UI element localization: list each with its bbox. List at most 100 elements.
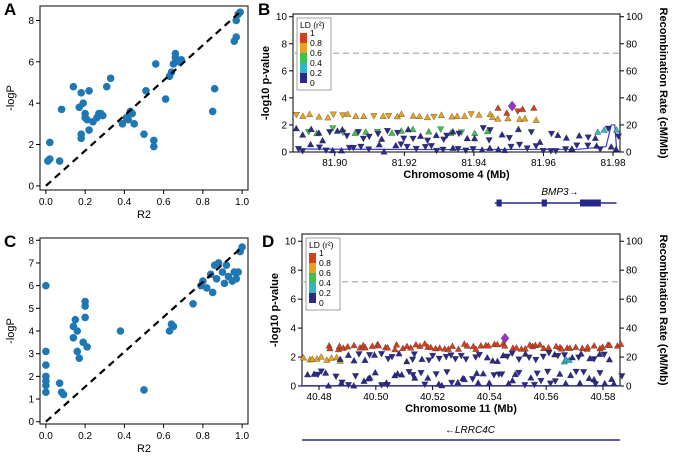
y2-axis-label: Recombination Rate (cM/Mb) — [657, 8, 669, 159]
snp-marker — [357, 143, 365, 151]
scatter-point — [220, 279, 229, 288]
snp-marker — [511, 370, 519, 378]
snp-marker — [596, 350, 604, 357]
y-tick-label: 6 — [290, 295, 296, 306]
snp-marker — [352, 112, 360, 119]
snp-marker — [439, 146, 447, 154]
snp-marker — [486, 144, 494, 151]
snp-marker — [566, 344, 574, 351]
y2-tick-label: 40 — [626, 324, 638, 335]
snp-marker — [412, 145, 420, 153]
y-tick-label: 10 — [276, 12, 288, 23]
scatter-point — [69, 334, 78, 342]
snp-marker — [544, 368, 552, 376]
snp-marker — [326, 344, 334, 352]
snp-marker — [539, 353, 547, 361]
y-tick-label: 4 — [281, 93, 287, 104]
x-tick-label: 40.58 — [590, 392, 615, 403]
snp-marker — [322, 147, 330, 154]
y-tick-label: 1 — [28, 395, 34, 406]
scatter-point — [42, 281, 50, 290]
panel-label-d: D — [262, 232, 275, 251]
scatter-point — [140, 386, 148, 394]
ld-legend-label: 1 — [310, 28, 315, 38]
snp-marker — [350, 341, 358, 349]
snp-marker — [338, 379, 346, 387]
snp-marker — [403, 357, 411, 365]
snp-marker — [469, 146, 477, 153]
ld-legend-swatch — [300, 43, 307, 53]
snp-marker — [366, 352, 374, 359]
lead-snp-marker — [507, 100, 517, 112]
snp-marker — [494, 115, 502, 122]
scatter-point — [73, 327, 82, 335]
y-tick-label: 10 — [285, 237, 297, 248]
snp-marker — [573, 142, 581, 149]
scatter-point — [77, 89, 86, 97]
snp-marker — [388, 354, 396, 361]
snp-marker — [336, 355, 344, 362]
snp-marker — [317, 353, 325, 360]
scatter-point — [116, 327, 125, 335]
x-tick-label: 0.8 — [196, 431, 210, 442]
snp-marker — [370, 351, 378, 358]
snp-marker — [359, 135, 367, 143]
snp-marker — [515, 356, 523, 363]
snp-marker — [435, 355, 443, 363]
snp-marker — [299, 353, 307, 361]
snp-marker — [350, 382, 358, 389]
snp-marker — [383, 382, 391, 389]
x-tick-label: 0.2 — [78, 197, 92, 208]
scatter-point — [140, 130, 148, 138]
snp-marker — [437, 111, 445, 118]
snp-marker — [489, 113, 497, 120]
ld-legend-label: 0.8 — [319, 258, 331, 268]
snp-marker — [361, 343, 369, 351]
scatter-point — [189, 299, 197, 308]
scatter-point — [59, 390, 68, 399]
snp-marker — [360, 112, 368, 119]
snp-marker — [547, 130, 556, 138]
scatter-point — [222, 261, 231, 270]
scatter-point — [142, 86, 150, 95]
ld-legend-label: 0.4 — [310, 58, 322, 68]
snp-marker — [378, 135, 386, 142]
snp-marker — [315, 113, 323, 120]
snp-marker — [532, 143, 540, 150]
snp-marker — [508, 376, 516, 384]
x-tick-label: 40.48 — [307, 392, 332, 403]
snp-marker — [494, 145, 502, 153]
snp-marker — [335, 342, 343, 349]
snp-marker — [319, 136, 327, 144]
snp-marker — [324, 113, 332, 121]
snp-marker — [537, 378, 545, 385]
y2-tick-label: 100 — [626, 12, 643, 23]
snp-marker — [599, 343, 607, 350]
snp-marker — [380, 148, 388, 155]
x-tick-label: 81.92 — [392, 158, 417, 169]
snp-marker — [375, 341, 383, 349]
snp-marker — [527, 129, 535, 136]
y-tick-label: 4 — [290, 324, 296, 335]
scatter-point — [83, 343, 91, 351]
scatter-point — [42, 388, 50, 397]
y-tick-label: 8 — [28, 16, 34, 27]
snp-marker — [532, 357, 540, 364]
scatter-point — [232, 275, 241, 283]
snp-marker — [584, 134, 592, 141]
snp-marker — [608, 375, 616, 382]
snp-marker — [374, 131, 382, 138]
snp-marker — [429, 352, 437, 360]
snp-marker — [349, 144, 357, 152]
scatter-point — [171, 49, 180, 58]
scatter-point — [55, 379, 64, 387]
snp-marker — [539, 148, 547, 155]
snp-marker — [424, 137, 432, 145]
snp-marker — [424, 374, 432, 381]
snp-marker — [525, 354, 533, 362]
y2-tick-label: 40 — [626, 93, 638, 104]
y-tick-label: 2 — [290, 353, 296, 364]
gene-label: BMP3→ — [541, 187, 578, 198]
snp-marker — [432, 371, 440, 378]
